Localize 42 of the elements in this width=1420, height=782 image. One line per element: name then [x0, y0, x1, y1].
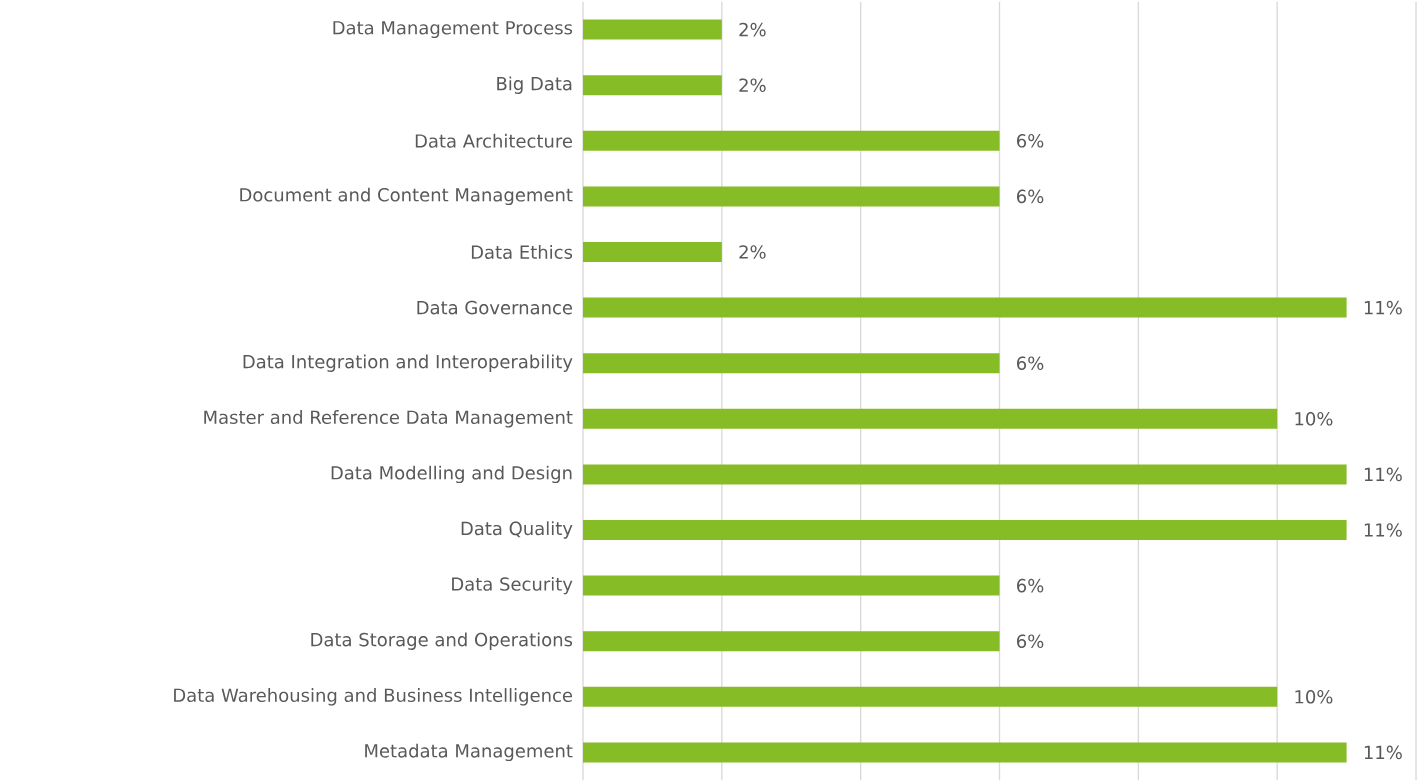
- data-label: 11%: [1364, 745, 1402, 760]
- y-tick-label: Data Quality: [461, 521, 573, 539]
- data-label: 6%: [1017, 133, 1044, 148]
- bar: [583, 631, 1000, 652]
- y-tick-label: Data Storage and Operations: [311, 632, 573, 650]
- y-tick-label: Data Architecture: [415, 133, 573, 148]
- bar: [583, 353, 1000, 374]
- data-label: 6%: [1017, 356, 1044, 371]
- data-label: 10%: [1295, 690, 1333, 704]
- data-label: 6%: [1017, 634, 1044, 649]
- bar: [583, 75, 722, 96]
- y-tick-label: Document and Content Management: [240, 187, 573, 206]
- y-tick-label: Data Modelling and Design: [331, 465, 572, 484]
- bar: [583, 19, 722, 40]
- data-label: 2%: [739, 245, 766, 259]
- bar: [583, 742, 1347, 763]
- data-label: 2%: [739, 22, 766, 37]
- data-label: 11%: [1364, 300, 1402, 315]
- data-label: 6%: [1017, 578, 1044, 593]
- y-tick-label: Data Governance: [417, 300, 573, 315]
- y-tick-label: Data Management Process: [333, 21, 573, 39]
- data-label: 11%: [1364, 467, 1402, 482]
- data-label: 11%: [1364, 523, 1402, 537]
- data-label: 6%: [1017, 189, 1044, 204]
- bar: [583, 464, 1347, 485]
- bar: [583, 408, 1278, 429]
- bar: [583, 242, 722, 262]
- y-tick-label: Data Ethics: [471, 245, 573, 259]
- bar: [583, 575, 1000, 596]
- bar: [583, 186, 1000, 207]
- bar: [583, 520, 1347, 541]
- y-tick-label: Data Security: [452, 576, 573, 595]
- y-tick-label: Data Integration and Interoperability: [243, 354, 573, 372]
- bar: [583, 297, 1347, 318]
- y-tick-label: Master and Reference Data Management: [204, 410, 573, 428]
- y-tick-label: Data Warehousing and Business Intelligence: [174, 688, 573, 706]
- y-tick-label: Metadata Management: [365, 743, 573, 762]
- data-label: 2%: [739, 78, 766, 93]
- y-tick-label: Big Data: [497, 76, 572, 94]
- bar: [583, 130, 1000, 151]
- data-label: 10%: [1295, 412, 1333, 426]
- bar: [583, 686, 1278, 707]
